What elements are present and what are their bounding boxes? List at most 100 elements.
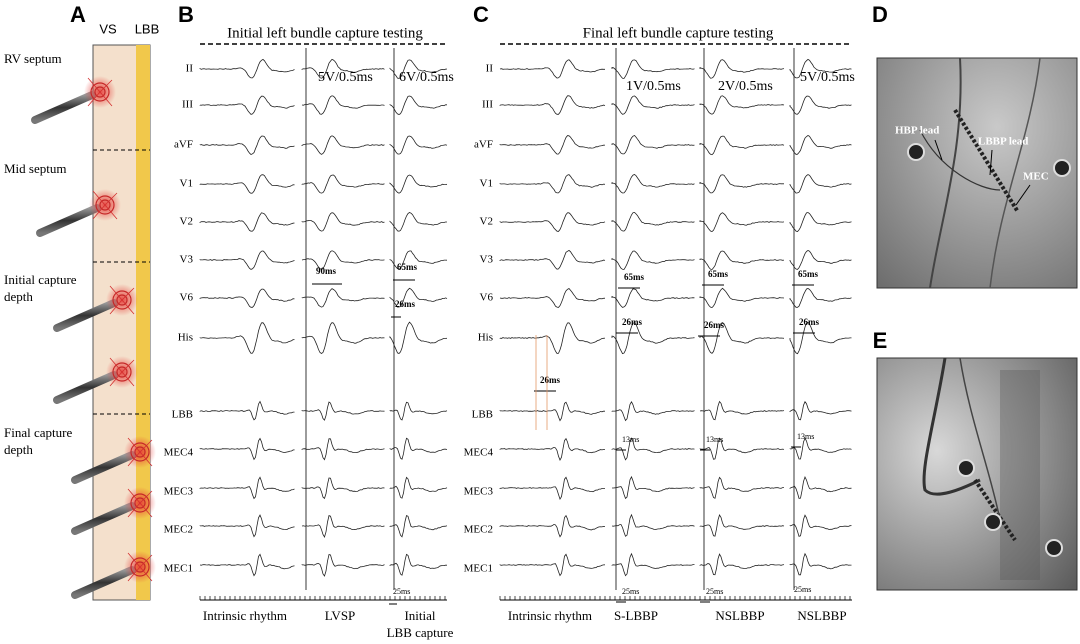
label: LBB xyxy=(172,409,193,421)
ecg-trace xyxy=(611,135,695,155)
current-arrow xyxy=(99,91,113,107)
current-arrow xyxy=(127,451,141,467)
current-arrow xyxy=(121,287,135,301)
ecg-trace xyxy=(199,250,295,270)
current-arrow xyxy=(104,192,118,206)
label: VS xyxy=(99,21,117,36)
ecg-trace xyxy=(499,437,606,461)
ecg-trace xyxy=(389,59,448,79)
label: Initial capture depth xyxy=(4,272,77,304)
ecg-trace xyxy=(499,174,606,194)
ecg-trace xyxy=(789,135,852,155)
label: LBBP lead xyxy=(978,136,1028,148)
label: 90ms xyxy=(316,266,336,276)
label: Mid septum xyxy=(4,161,66,176)
lead-wire xyxy=(989,57,1041,289)
electrode xyxy=(1053,159,1071,177)
label: MEC3 xyxy=(164,486,194,498)
label: 13ms xyxy=(797,432,814,441)
electrode xyxy=(907,143,925,161)
ecg-trace xyxy=(499,212,606,232)
label: 25ms xyxy=(794,585,811,594)
ecg-trace xyxy=(611,174,695,194)
capture-ring xyxy=(134,446,146,458)
label-line: depth xyxy=(4,289,33,304)
ecg-trace xyxy=(389,95,447,115)
ecg-trace xyxy=(301,401,385,421)
lbbp-lead xyxy=(973,478,1017,542)
ecg-trace xyxy=(699,174,784,194)
ecg-trace xyxy=(611,400,695,422)
ecg-trace xyxy=(301,322,385,354)
label: B xyxy=(178,2,194,27)
fluoroscopy xyxy=(876,357,1078,591)
ecg-trace xyxy=(612,475,695,500)
current-arrow xyxy=(127,488,141,504)
ecg-trace xyxy=(499,59,605,79)
label: 13ms xyxy=(706,435,723,444)
current-arrow xyxy=(109,285,123,301)
current-arrow xyxy=(139,439,153,453)
current-arrow xyxy=(121,299,135,315)
ecg-trace xyxy=(789,95,852,115)
current-arrow xyxy=(109,371,123,387)
ecg-trace xyxy=(789,514,852,537)
label: MEC1 xyxy=(164,563,193,575)
label: 6V/0.5ms xyxy=(399,70,454,85)
current-arrow xyxy=(139,554,153,568)
label: MEC2 xyxy=(464,524,493,536)
label: A xyxy=(70,2,86,27)
capture-ring xyxy=(112,362,132,382)
label-line: Initial capture xyxy=(4,272,77,287)
ecg-trace xyxy=(499,135,606,155)
label: 65ms xyxy=(397,262,417,272)
ecg-trace xyxy=(699,135,785,156)
ecg-trace xyxy=(699,59,785,79)
ecg-trace xyxy=(199,553,295,577)
label: RV septum xyxy=(4,51,62,66)
ecg-trace xyxy=(699,212,785,233)
current-arrow xyxy=(121,359,135,373)
ecg-trace xyxy=(301,58,385,79)
ecg-trace xyxy=(389,437,448,460)
lead-wire xyxy=(919,129,1001,191)
label: E xyxy=(873,328,888,353)
label-line: Initial xyxy=(404,608,435,623)
ecg-trace xyxy=(789,322,852,355)
lead-wire xyxy=(922,357,981,496)
label: II xyxy=(486,63,494,75)
current-arrow xyxy=(87,91,101,107)
ecg-trace xyxy=(499,95,606,115)
capture-ring xyxy=(116,366,128,378)
catheter xyxy=(36,204,101,237)
ecg-trace xyxy=(389,135,448,155)
ecg-trace xyxy=(389,321,448,354)
label: MEC4 xyxy=(164,447,194,459)
ecg-trace xyxy=(499,514,606,538)
ecg-trace xyxy=(611,552,695,577)
current-arrow xyxy=(139,566,153,582)
label: LBB xyxy=(135,21,160,36)
ecg-trace xyxy=(301,477,385,500)
ecg-trace xyxy=(301,212,385,232)
label: Final capture depth xyxy=(4,425,72,457)
capture-ring xyxy=(99,199,111,211)
label: V3 xyxy=(480,254,494,266)
label: Initial LBB capture xyxy=(387,608,454,640)
label: 2V/0.5ms xyxy=(718,79,773,94)
ecg-trace xyxy=(301,515,385,538)
label: HBP lead xyxy=(895,125,939,137)
ecg-trace xyxy=(199,174,295,194)
capture-ring xyxy=(130,557,150,577)
ecg-trace xyxy=(301,250,385,271)
label: 25ms xyxy=(706,587,723,596)
pointer-arrow xyxy=(1015,184,1031,206)
ecg-trace xyxy=(199,514,295,538)
capture-ring xyxy=(130,493,150,513)
ecg-trace xyxy=(789,174,852,194)
catheter xyxy=(71,566,136,599)
current-arrow xyxy=(99,79,113,93)
capture-ring xyxy=(94,86,106,98)
capture-ring xyxy=(134,497,146,509)
ecg-trace xyxy=(389,250,448,270)
